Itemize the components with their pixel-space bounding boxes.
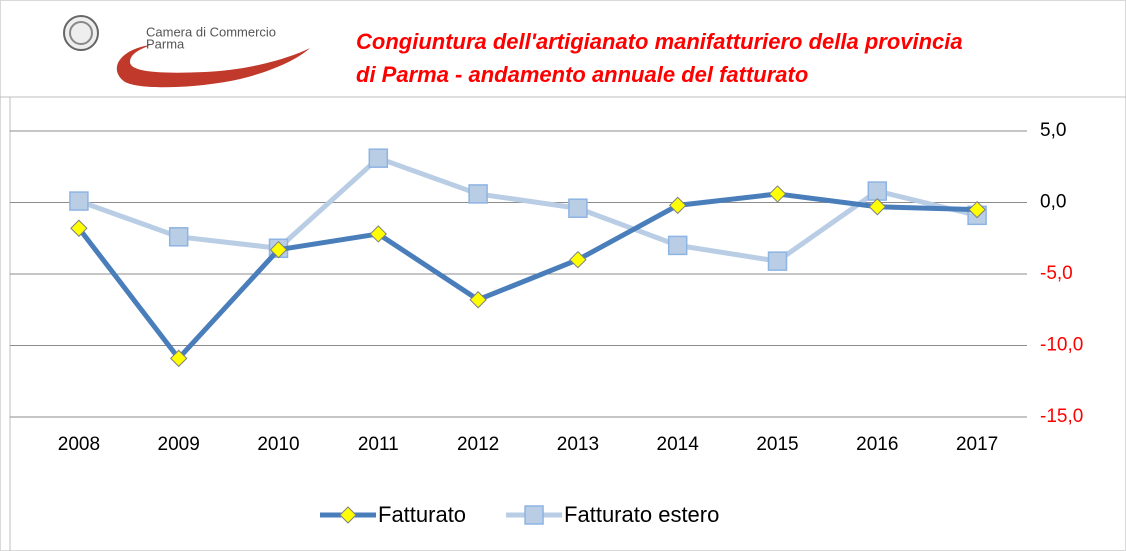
x-tick-label: 2010	[257, 434, 299, 455]
x-tick-label: 2012	[457, 434, 499, 455]
chart-title: di Parma - andamento annuale del fattura…	[356, 62, 808, 87]
y-tick-label: 5,0	[1040, 120, 1066, 141]
legend-marker	[339, 506, 357, 524]
data-point	[70, 219, 88, 237]
x-tick-label: 2011	[358, 434, 399, 455]
logo-text: Camera di Commercio	[146, 24, 276, 39]
data-point	[968, 200, 986, 219]
data-point	[568, 198, 588, 218]
data-point	[868, 198, 887, 216]
logo: Camera di Commercio Parma	[63, 15, 311, 88]
logo-seal-inner	[69, 21, 93, 45]
data-point	[69, 191, 89, 211]
data-point	[768, 185, 787, 203]
chart-title: Congiuntura dell'artigianato manifatturi…	[356, 29, 963, 54]
data-point	[668, 196, 687, 215]
x-tick-label: 2009	[158, 434, 200, 455]
y-tick-label: -5,0	[1040, 263, 1073, 284]
data-point	[169, 349, 188, 368]
data-point	[269, 240, 288, 259]
logo-swoosh	[116, 45, 311, 88]
data-point	[368, 148, 389, 168]
series-line	[78, 155, 978, 264]
y-tick-label: 0,0	[1040, 192, 1066, 213]
x-tick-label: 2016	[856, 434, 898, 455]
logo-seal	[63, 15, 99, 51]
data-point	[168, 227, 189, 247]
x-tick-label: 2017	[956, 434, 998, 455]
y-tick-label: -15,0	[1040, 406, 1083, 427]
data-point	[468, 184, 488, 204]
legend-label: Fatturato estero	[564, 502, 719, 527]
legend-marker	[524, 505, 544, 525]
y-tick-label: -10,0	[1040, 335, 1083, 356]
series-line	[76, 191, 978, 361]
data-point	[667, 235, 688, 256]
x-tick-label: 2015	[756, 434, 798, 455]
x-tick-label: 2013	[557, 434, 599, 455]
data-point	[469, 291, 487, 309]
logo-text: Parma	[146, 36, 185, 51]
data-point	[867, 181, 888, 201]
data-point	[569, 250, 587, 269]
legend-label: Fatturato	[378, 502, 466, 527]
data-point	[767, 251, 788, 271]
x-tick-label: 2014	[657, 434, 700, 455]
data-point	[369, 225, 388, 243]
x-tick-label: 2008	[58, 434, 100, 455]
